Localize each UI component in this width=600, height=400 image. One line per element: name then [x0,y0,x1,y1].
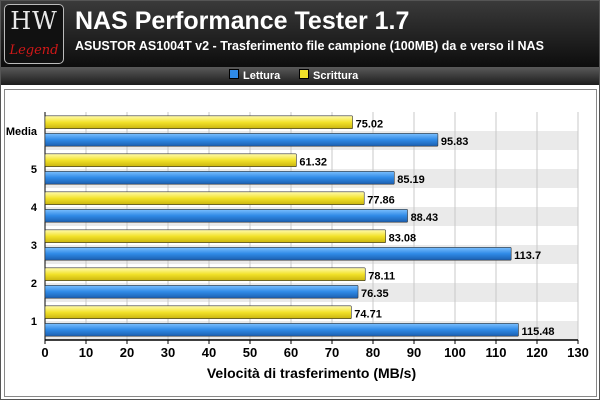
data-label: 115.48 [521,326,554,338]
x-tick-label: 10 [79,345,93,360]
x-tick-label: 40 [202,345,216,360]
x-tick-label: 20 [120,345,134,360]
bar-lettura [44,170,395,185]
legend-swatch-lettura [229,69,239,79]
data-label: 85.19 [397,174,425,186]
category-label: 5 [31,164,37,176]
x-tick-label: 80 [366,345,380,360]
data-label: 76.35 [361,288,389,300]
bar-chart: 75.02 95.83 Media 61.32 85.19 5 77.86 88.43 4 83.… [6,112,589,381]
data-label: 95.83 [441,136,469,148]
bar-lettura [44,246,512,261]
data-label: 83.08 [389,233,417,245]
data-label: 78.11 [368,271,395,283]
x-tick-label: 60 [284,345,298,360]
bar-scrittura [44,229,386,244]
category-label: 4 [31,202,38,214]
x-tick-label: 70 [325,345,339,360]
legend: Lettura Scrittura [1,67,599,85]
legend-swatch-scrittura [299,69,309,79]
data-label: 77.86 [367,195,395,207]
legend-label-lettura: Lettura [243,70,281,82]
category-label: 3 [31,240,37,252]
category-label: 2 [31,278,37,290]
chart-title: NAS Performance Tester 1.7 [75,7,410,35]
category-label: Media [6,126,38,138]
data-label: 61.32 [299,157,327,169]
x-tick-label: 90 [407,345,421,360]
data-label: 75.02 [356,119,384,131]
legend-label-scrittura: Scrittura [313,70,359,82]
x-axis-title: Velocità di trasferimento (MB/s) [207,365,416,381]
bar-lettura [44,284,359,299]
header: HW Legend NAS Performance Tester 1.7 ASU… [1,1,599,67]
bar-scrittura [44,153,297,168]
data-label: 74.71 [354,309,382,321]
category-label: 1 [31,316,37,328]
x-tick-label: 0 [41,345,48,360]
data-label: 113.7 [514,250,541,262]
bar-scrittura [44,305,352,320]
bar-scrittura [44,115,353,130]
bar-lettura [44,132,439,147]
x-tick-label: 120 [526,345,548,360]
x-tick-label: 50 [243,345,257,360]
bar-lettura [44,208,408,223]
plot-area: 75.02 95.83 Media 61.32 85.19 5 77.86 88.43 4 83.… [4,89,597,397]
hwlegend-logo: HW Legend [4,4,64,64]
logo-hw-text: HW [10,7,58,35]
data-label: 88.43 [411,212,439,224]
x-tick-label: 30 [161,345,175,360]
bar-scrittura [44,267,366,282]
bar-lettura [44,322,519,337]
bar-scrittura [44,191,365,206]
logo-legend-text: Legend [9,43,59,58]
x-tick-label: 130 [567,345,589,360]
x-tick-label: 100 [444,345,466,360]
chart-subtitle: ASUSTOR AS1004T v2 - Trasferimento file … [75,39,544,53]
x-tick-label: 110 [486,345,507,360]
